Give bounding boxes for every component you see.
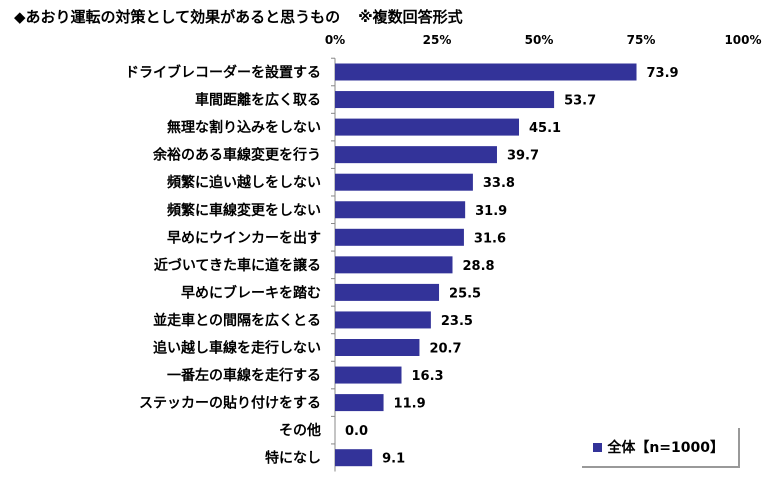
category-label: 特になし	[265, 450, 321, 467]
data-label: 20.7	[429, 342, 461, 357]
bar	[335, 449, 373, 467]
legend-label: 全体【n=1000】	[607, 440, 724, 456]
bar	[335, 146, 497, 164]
category-label: 頻繁に追い越しをしない	[167, 174, 321, 191]
category-label: 頻繁に車線変更をしない	[167, 202, 321, 219]
category-label: 無理な割り込みをしない	[167, 119, 321, 136]
x-tick-label: 0%	[325, 33, 345, 47]
bar	[335, 118, 520, 136]
bar	[335, 283, 440, 301]
chart-title: ◆あおり運転の対策として効果があると思うもの ※複数回答形式	[14, 6, 463, 27]
title-text: ◆あおり運転の対策として効果があると思うもの	[14, 8, 341, 26]
data-label: 16.3	[412, 369, 444, 384]
category-label: 追い越し車線を走行しない	[153, 340, 321, 357]
bar	[335, 339, 420, 356]
data-label: 33.8	[483, 176, 515, 191]
category-label: ドライブレコーダーを設置する	[125, 64, 321, 81]
legend-swatch	[593, 442, 603, 452]
data-label: 9.1	[382, 452, 405, 467]
data-label: 31.6	[474, 231, 506, 246]
bar	[335, 366, 402, 384]
bar	[335, 173, 473, 191]
category-label: 早めにウインカーを出す	[167, 229, 321, 246]
legend: 全体【n=1000】	[582, 428, 740, 468]
bar	[335, 394, 384, 412]
bar	[335, 256, 453, 274]
data-label: 11.9	[394, 397, 426, 412]
data-label: 31.9	[475, 204, 507, 219]
data-label: 23.5	[441, 314, 473, 329]
data-label: 25.5	[449, 286, 481, 301]
x-tick-label: 100%	[724, 33, 761, 47]
x-tick-label: 75%	[627, 33, 656, 47]
category-label: 並走車との間隔を広くとる	[153, 312, 321, 329]
bar	[335, 228, 464, 246]
bar	[335, 201, 466, 219]
category-label: ステッカーの貼り付けをする	[139, 395, 321, 412]
category-label: 近づいてきた車に道を譲る	[154, 257, 321, 274]
category-label: その他	[279, 422, 321, 439]
category-label: 余裕のある車線変更を行う	[152, 147, 321, 164]
data-label: 28.8	[463, 259, 495, 274]
data-label: 45.1	[529, 121, 561, 136]
bar	[335, 91, 555, 109]
bar	[335, 63, 637, 81]
chart-subtitle: ※複数回答形式	[358, 8, 463, 26]
x-tick-label: 50%	[525, 33, 554, 47]
category-label: 車間距離を広く取る	[195, 92, 321, 109]
category-label: 一番左の車線を走行する	[167, 367, 321, 384]
bar	[335, 311, 431, 329]
category-label: 早めにブレーキを踏む	[181, 284, 321, 301]
data-label: 39.7	[507, 149, 539, 164]
data-label: 53.7	[564, 94, 596, 109]
data-label: 73.9	[647, 66, 679, 81]
x-tick-label: 25%	[423, 33, 452, 47]
data-label: 0.0	[345, 424, 368, 439]
